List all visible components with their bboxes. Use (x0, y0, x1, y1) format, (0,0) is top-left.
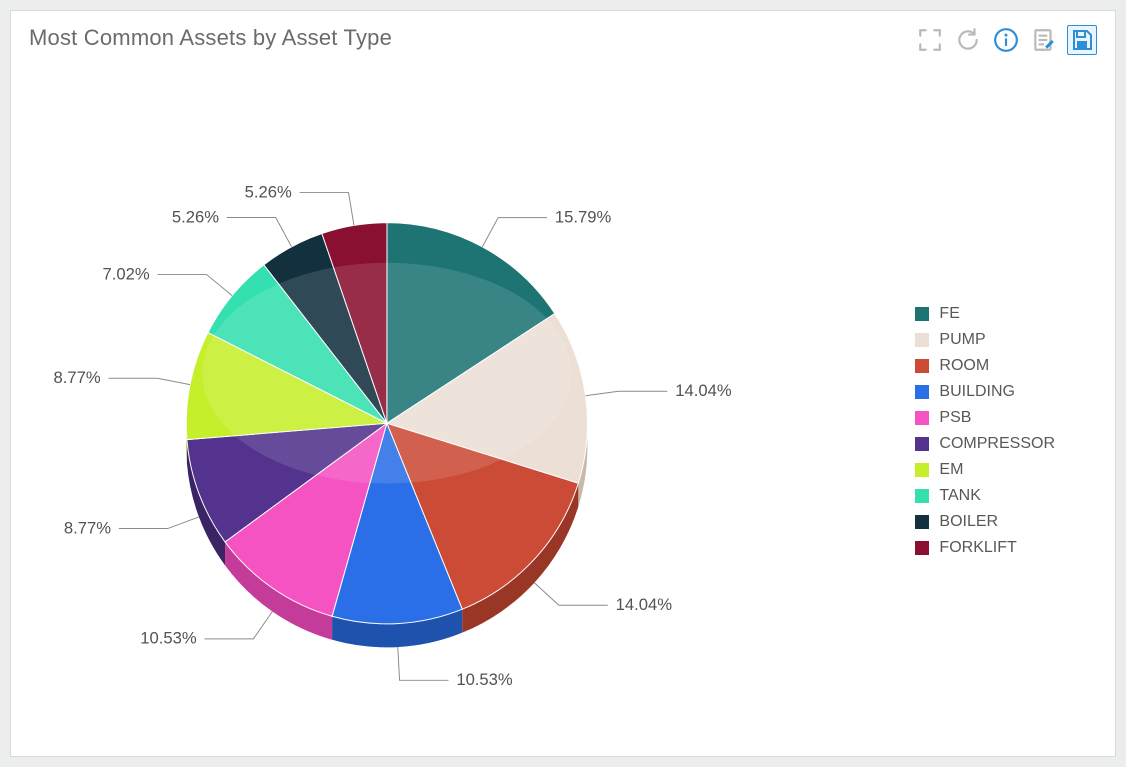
leader-line (398, 647, 449, 680)
legend-label: FORKLIFT (939, 539, 1016, 557)
legend-label: PSB (939, 409, 971, 427)
legend-item[interactable]: PSB (915, 405, 1055, 431)
legend-swatch (915, 411, 929, 425)
refresh-icon (955, 27, 981, 53)
refresh-button[interactable] (953, 25, 983, 55)
pie-highlight (202, 263, 571, 484)
leader-line (482, 218, 547, 247)
save-button[interactable] (1067, 25, 1097, 55)
legend-swatch (915, 489, 929, 503)
leader-line (119, 517, 199, 529)
legend-item[interactable]: FE (915, 301, 1055, 327)
leader-line (158, 274, 233, 295)
legend-swatch (915, 359, 929, 373)
page-card: Most Common Assets by Asset Type (0, 0, 1126, 767)
expand-icon (917, 27, 943, 53)
legend-swatch (915, 385, 929, 399)
legend-swatch (915, 307, 929, 321)
edit-icon (1031, 27, 1057, 53)
legend-label: ROOM (939, 357, 989, 375)
save-icon (1070, 28, 1094, 52)
legend-item[interactable]: ROOM (915, 353, 1055, 379)
leader-line (300, 193, 354, 226)
chart-panel: Most Common Assets by Asset Type (10, 10, 1116, 757)
panel-toolbar (915, 25, 1097, 55)
legend: FE PUMP ROOM BUILDING PSB COMPRESSOR EM TANK BOI… (915, 301, 1055, 561)
leader-line (108, 378, 190, 384)
leader-line (227, 217, 292, 246)
slice-percent-label: 8.77% (53, 368, 100, 387)
legend-item[interactable]: BUILDING (915, 379, 1055, 405)
legend-item[interactable]: FORKLIFT (915, 535, 1055, 561)
slice-percent-label: 5.26% (245, 182, 292, 201)
slice-percent-label: 14.04% (616, 595, 673, 614)
legend-swatch (915, 437, 929, 451)
slice-percent-label: 15.79% (555, 207, 612, 226)
panel-header: Most Common Assets by Asset Type (11, 11, 1115, 55)
info-button[interactable] (991, 25, 1021, 55)
legend-label: PUMP (939, 331, 985, 349)
leader-line (534, 583, 607, 606)
edit-button[interactable] (1029, 25, 1059, 55)
legend-label: EM (939, 461, 963, 479)
legend-swatch (915, 515, 929, 529)
legend-item[interactable]: COMPRESSOR (915, 431, 1055, 457)
leader-line (586, 391, 668, 396)
expand-button[interactable] (915, 25, 945, 55)
legend-item[interactable]: TANK (915, 483, 1055, 509)
legend-label: TANK (939, 487, 980, 505)
slice-percent-label: 8.77% (64, 518, 111, 537)
legend-label: COMPRESSOR (939, 435, 1055, 453)
legend-swatch (915, 541, 929, 555)
legend-item[interactable]: PUMP (915, 327, 1055, 353)
slice-percent-label: 7.02% (103, 264, 150, 283)
chart-area: 15.79% 14.04% 14.04% 10.53% 10.53% 8.77% 8.77%… (11, 71, 1115, 756)
panel-title: Most Common Assets by Asset Type (29, 25, 392, 51)
slice-percent-label: 10.53% (140, 629, 197, 648)
slice-percent-label: 14.04% (675, 381, 732, 400)
legend-label: BOILER (939, 513, 998, 531)
legend-item[interactable]: EM (915, 457, 1055, 483)
legend-swatch (915, 463, 929, 477)
legend-label: FE (939, 305, 959, 323)
legend-item[interactable]: BOILER (915, 509, 1055, 535)
legend-label: BUILDING (939, 383, 1015, 401)
leader-line (204, 612, 272, 639)
slice-percent-label: 5.26% (172, 207, 219, 226)
info-icon (993, 27, 1019, 53)
slice-percent-label: 10.53% (456, 670, 513, 689)
legend-swatch (915, 333, 929, 347)
